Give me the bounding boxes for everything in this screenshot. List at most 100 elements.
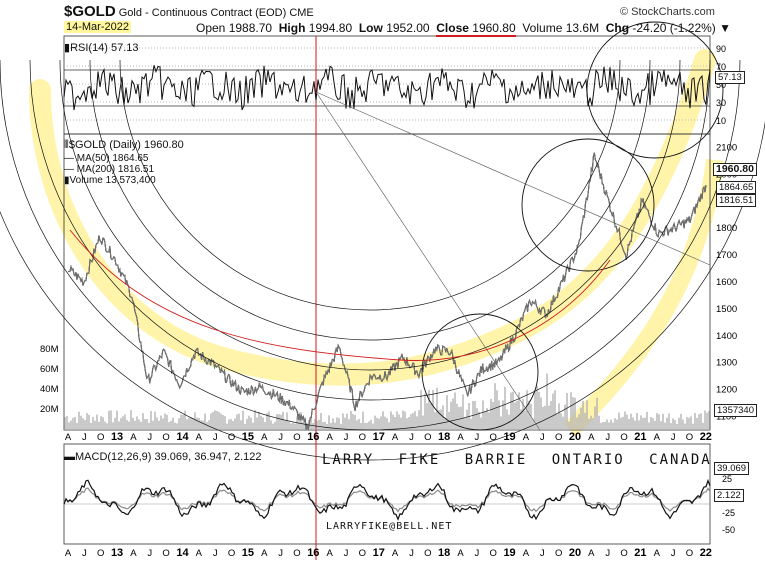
x-tick-label: J	[213, 548, 218, 559]
price-legend-0: ⦀$GOLD (Daily) 1960.80	[64, 139, 184, 152]
x-tick-label: A	[457, 432, 464, 443]
x-tick-label: J	[671, 548, 676, 559]
x-tick-label: 22	[700, 547, 712, 559]
x-tick-label: O	[555, 432, 562, 443]
x-tick-label: J	[409, 548, 414, 559]
chart-header: $GOLD Gold - Continuous Contract (EOD) C…	[64, 3, 314, 20]
chg-value: -24.20 (-1.22%)	[632, 21, 716, 35]
volume-bars	[64, 373, 710, 430]
x-tick-label: 13	[111, 431, 123, 443]
ma200-series	[67, 152, 707, 430]
x-tick-label: J	[409, 432, 414, 443]
fib-arc-5	[0, 120, 765, 461]
x-tick-label: A	[65, 432, 72, 443]
close-label: Close	[436, 21, 469, 35]
fib-arc-3	[29, 59, 711, 401]
macd-tick-label: 25	[722, 474, 732, 484]
close-value: 1960.80	[472, 21, 516, 35]
price-tick-label: 1500	[716, 304, 737, 315]
x-tick-label: A	[392, 548, 399, 559]
x-tick-label: J	[82, 432, 87, 443]
moving-average-lines	[67, 152, 707, 430]
x-tick-label: 20	[569, 547, 581, 559]
x-tick-label: 16	[307, 547, 319, 559]
fan-line-2	[315, 91, 711, 266]
fib-arc-2	[59, 59, 681, 371]
x-tick-label: J	[213, 432, 218, 443]
x-tick-label: 14	[176, 547, 189, 559]
fib-arc-4	[0, 59, 741, 431]
volume-tick-label: 60M	[40, 364, 59, 375]
circle-2018	[421, 313, 539, 431]
low-value: 1952.00	[386, 21, 430, 35]
rsi-series	[63, 65, 711, 111]
red-support-arc	[69, 229, 611, 361]
x-tick-label: A	[588, 548, 595, 559]
x-tick-label: J	[278, 548, 283, 559]
rsi-line	[63, 65, 711, 111]
x-tick-label: A	[523, 432, 530, 443]
x-tick-label: J	[344, 548, 349, 559]
x-tick-label: A	[326, 432, 333, 443]
x-tick-label: 18	[438, 431, 450, 443]
x-tick-label: 17	[373, 431, 385, 443]
x-tick-label: J	[474, 548, 479, 559]
volume-legend-text: Volume 13,573,400	[69, 175, 156, 186]
x-tick-label: J	[540, 432, 545, 443]
price-tick-label: 1600	[716, 277, 737, 288]
price-tick-label: 1400	[716, 331, 737, 342]
price-legend-text: $GOLD (Daily) 1960.80	[68, 139, 184, 151]
x-tick-label: A	[392, 432, 399, 443]
x-tick-label: A	[588, 432, 595, 443]
x-tick-label: A	[130, 548, 137, 559]
x-tick-label: O	[490, 432, 497, 443]
rsi-icon: ▮	[64, 42, 71, 54]
description: Gold - Continuous Contract (EOD)	[118, 7, 287, 19]
price-legend-2: — MA(200) 1816.51	[64, 164, 155, 175]
open-label: Open	[196, 21, 226, 35]
x-tick-label: O	[490, 548, 497, 559]
x-tick-label: O	[359, 548, 366, 559]
macd-tick-label: -25	[722, 508, 735, 518]
macd-icon: ▬	[64, 451, 75, 463]
macd-tag-main: 39.069	[714, 462, 750, 475]
x-tick-label: J	[540, 548, 545, 559]
x-tick-label: O	[424, 432, 431, 443]
x-tick-label: J	[82, 548, 87, 559]
x-tick-label: O	[97, 548, 104, 559]
x-tick-label: 19	[503, 547, 515, 559]
x-tick-label: J	[147, 432, 152, 443]
x-tick-label: O	[359, 432, 366, 443]
macd-series	[63, 478, 711, 521]
price-tick-label: 2100	[716, 142, 737, 153]
macd-frame	[63, 443, 711, 545]
low-label: Low	[358, 21, 383, 35]
x-tick-label: A	[523, 548, 530, 559]
down-triangle-icon: ▼	[719, 21, 732, 35]
fibonacci-arcs	[0, 21, 765, 461]
macd-title: ▬MACD(12,26,9) 39.069, 36.947, 2.122	[64, 451, 262, 463]
x-tick-label: 15	[242, 547, 254, 559]
ohlc-row: Open 1988.70 High 1994.80 Low 1952.00 Cl…	[196, 21, 732, 37]
x-tick-label: O	[97, 432, 104, 443]
x-tick-label: J	[147, 548, 152, 559]
fib-arc-1	[89, 59, 651, 341]
x-tick-label: 22	[700, 431, 712, 443]
rsi-last-tag: 57.13	[715, 71, 745, 84]
price-tick-label: 1200	[716, 385, 737, 396]
volume-tag: 1357340	[714, 404, 757, 417]
price-tick-label: 1800	[716, 223, 737, 234]
macd-tick-label: -50	[722, 525, 735, 535]
email-annotation: LARRYFIKE@BELL.NET	[326, 521, 453, 532]
x-tick-label: J	[605, 548, 610, 559]
price-tick-label: 1700	[716, 250, 737, 261]
x-tick-label: A	[261, 432, 268, 443]
price-tick-label: 1100	[716, 412, 736, 423]
x-tick-label: O	[620, 432, 627, 443]
price-tag-ma200: 1816.51	[716, 194, 757, 207]
ma50-legend-text: MA(50) 1864.65	[76, 153, 149, 164]
rsi-tick-label: 10	[716, 116, 726, 126]
rsi-title: ▮RSI(14) 57.13	[64, 41, 139, 54]
x-tick-label: O	[228, 432, 235, 443]
